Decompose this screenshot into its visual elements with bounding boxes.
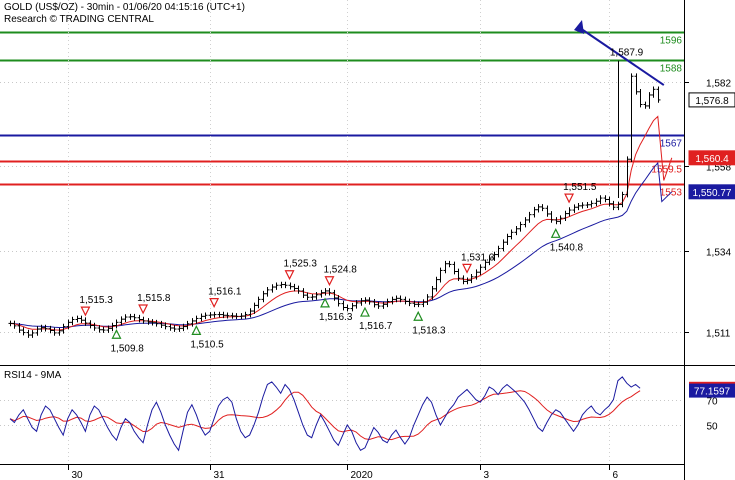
high-marker [324, 276, 335, 287]
support-resistance-label: 1559.5 [651, 165, 682, 176]
rsi-readout-box [689, 383, 735, 398]
rsi-title: RSI14 - 9MA [4, 370, 62, 381]
low-marker [413, 310, 424, 321]
time-tick-label: 31 [214, 470, 226, 480]
low-annotation-label: 1,540.8 [550, 242, 584, 253]
low-marker [359, 306, 370, 317]
rsi-line [9, 376, 641, 452]
high-marker [462, 263, 472, 274]
chart-attribution: Research © TRADING CENTRAL [4, 14, 154, 25]
support-resistance-label: 1588 [660, 64, 683, 75]
price-level-tag: 1,550.77 [688, 184, 735, 200]
low-annotation-label: 1,516.3 [319, 312, 353, 323]
time-tick-label: 2020 [351, 470, 374, 480]
rsi-tick-label: 50 [706, 422, 718, 433]
high-marker [209, 298, 220, 308]
low-marker [550, 227, 561, 238]
high-annotation-label: 1,515.8 [137, 293, 171, 304]
projection-arrow-head [574, 20, 584, 34]
price-tick-label: 1,582 [706, 79, 731, 90]
price-level-tag: 1,560.4 [688, 150, 735, 166]
high-marker [80, 306, 91, 317]
low-marker [111, 328, 122, 339]
low-annotation-label: 1,516.7 [359, 321, 393, 332]
high-annotation-label: 1,551.5 [563, 182, 597, 193]
high-annotation-label: 1,516.1 [208, 287, 242, 298]
last-price-tag: 1,576.8 [688, 92, 735, 108]
last-price-tag-text: 1,576.8 [695, 96, 729, 107]
support-resistance-label: 1567 [660, 139, 683, 150]
high-marker [564, 193, 575, 204]
low-marker [191, 325, 202, 335]
time-tick-label: 3 [484, 470, 490, 480]
price-level-tag-text: 1,550.77 [693, 188, 732, 199]
price-tick-label: 1,534 [706, 248, 731, 259]
low-annotation-label: 1,510.5 [190, 339, 224, 350]
price-tick-label: 1,558 [706, 163, 731, 174]
high-annotation-label: 1,515.3 [79, 295, 113, 306]
high-annotation-label: 1,524.8 [323, 265, 357, 276]
low-annotation-label: 1,518.3 [412, 325, 446, 336]
low-annotation-label: 1,509.8 [110, 343, 144, 354]
high-annotation-label: 1,587.9 [610, 48, 644, 59]
support-resistance-label: 1596 [660, 36, 683, 47]
price-level-tag-box [688, 184, 735, 200]
low-marker [320, 297, 331, 308]
rsi-tick-label: 70 [706, 397, 718, 408]
high-annotation-label: 1,525.3 [284, 259, 318, 270]
time-tick-label: 30 [72, 470, 84, 480]
projection-arrow-line [579, 27, 665, 86]
last-price-tag-box [688, 92, 735, 108]
time-tick-label: 6 [613, 470, 619, 480]
rsi-readout-text: 77.1597 [694, 387, 731, 398]
rsi-ma-line [9, 390, 641, 441]
price-level-tag-text: 1,560.4 [695, 154, 729, 165]
chart-title: GOLD (US$/OZ) - 30min - 01/06/20 04:15:1… [4, 2, 245, 13]
high-marker [284, 270, 295, 281]
high-annotation-label: 1,531.3 [461, 252, 495, 263]
price-tick-label: 1,511 [706, 329, 731, 340]
price-level-tag-box [688, 150, 735, 166]
high-marker [138, 304, 149, 315]
